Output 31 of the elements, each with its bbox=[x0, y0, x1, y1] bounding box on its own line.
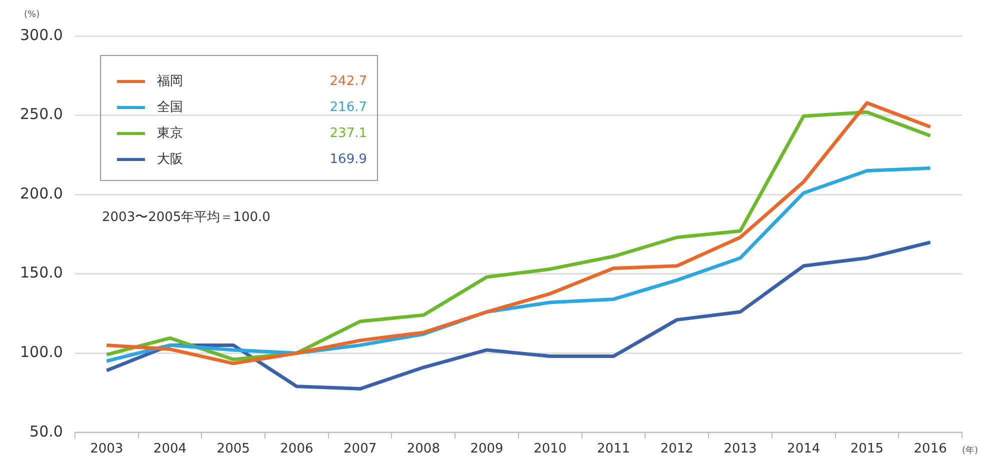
legend-label: 東京 bbox=[157, 125, 184, 142]
x-tick-label: 2009 bbox=[470, 442, 504, 457]
y-axis-title: (%) bbox=[24, 10, 40, 20]
legend-label: 福岡 bbox=[157, 73, 184, 90]
x-tick-label: 2012 bbox=[660, 442, 694, 457]
x-tick-label: 2006 bbox=[280, 442, 314, 457]
y-tick-label: 50.0 bbox=[30, 422, 63, 440]
annotation: 169.9 bbox=[330, 152, 367, 166]
x-tick-label: 2003 bbox=[90, 442, 124, 457]
x-tick-label: 2004 bbox=[153, 442, 187, 457]
x-axis-title: (年) bbox=[962, 444, 978, 457]
x-tick-label: 2010 bbox=[534, 442, 567, 457]
x-tick-label: 2015 bbox=[850, 442, 884, 457]
annotation: 237.1 bbox=[330, 126, 367, 140]
x-tick-label: 2007 bbox=[344, 442, 377, 457]
y-tick-label: 200.0 bbox=[20, 184, 63, 202]
x-tick-label: 2016 bbox=[914, 442, 947, 457]
x-tick-label: 2014 bbox=[787, 442, 820, 457]
legend-label: 全国 bbox=[157, 99, 184, 116]
x-tick-label: 2013 bbox=[724, 442, 757, 457]
y-tick-label: 100.0 bbox=[20, 343, 63, 362]
x-tick-label: 2011 bbox=[596, 442, 630, 457]
y-tick-label: 300.0 bbox=[20, 26, 63, 44]
legend-label: 大阪 bbox=[157, 151, 184, 168]
x-tick-label: 2008 bbox=[406, 442, 440, 457]
x-tick-label: 2005 bbox=[216, 442, 250, 457]
annotation: 2003〜2005年平均＝100.0 bbox=[102, 209, 270, 226]
annotation: 216.7 bbox=[330, 100, 367, 114]
annotation: 242.7 bbox=[330, 74, 367, 88]
y-tick-label: 250.0 bbox=[20, 105, 63, 124]
y-tick-label: 150.0 bbox=[20, 264, 63, 282]
